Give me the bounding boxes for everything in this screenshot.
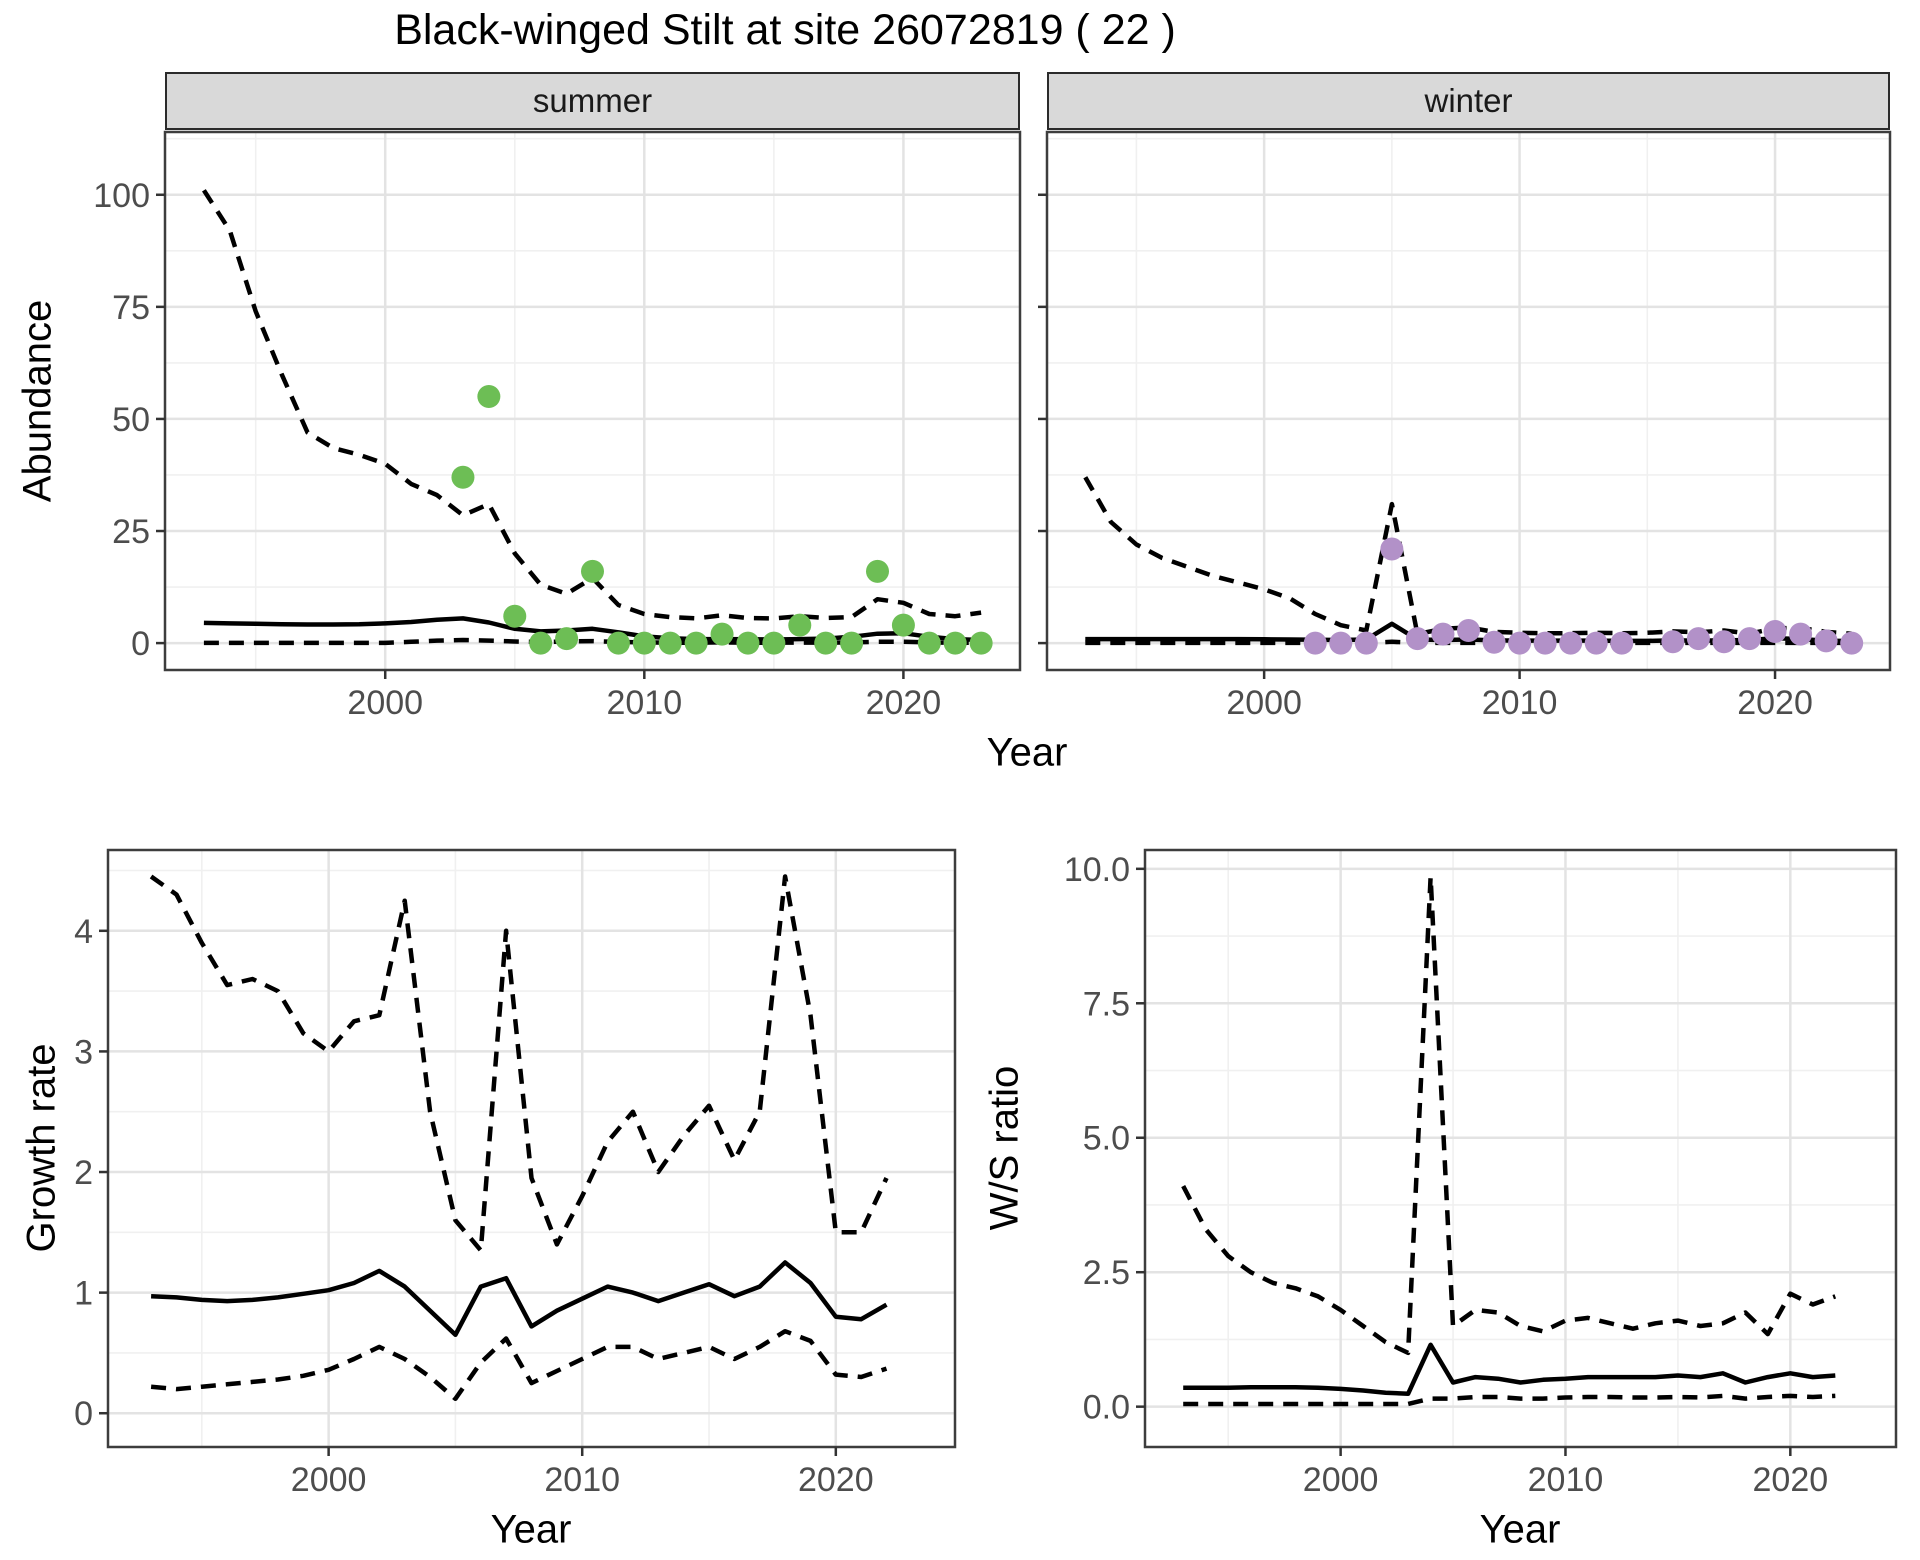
ws-ratio-upper-95ci-line — [1181, 874, 1837, 1356]
y-tick-label: 75 — [112, 289, 150, 327]
y-tick-label: 0 — [131, 625, 150, 663]
x-tick-label: 2020 — [866, 684, 942, 722]
data-point — [891, 613, 915, 637]
data-point — [1533, 631, 1557, 655]
ws-ratio-mean-line — [1183, 1342, 1836, 1397]
x-tick-label: 2000 — [1303, 1461, 1379, 1499]
data-point — [866, 559, 889, 583]
y-tick-label: 0.0 — [1083, 1389, 1130, 1427]
growth-rate-panel: 2000 2010 2020 0 1 2 3 4 — [74, 848, 957, 1499]
observed-counts-summer — [451, 385, 993, 655]
y-tick-label: 4 — [74, 913, 93, 951]
y-tick-label: 50 — [112, 401, 150, 439]
x-tick-label: 2020 — [1737, 684, 1813, 722]
data-point — [917, 631, 941, 655]
data-point — [1686, 627, 1710, 651]
abundance-summer-mean-line — [203, 616, 982, 643]
data-point — [1380, 537, 1404, 561]
y-tick-label: 25 — [112, 513, 150, 551]
data-point — [1661, 630, 1685, 654]
axis-title-year-ws: Year — [1479, 1507, 1561, 1552]
abundance-winter-upper-95ci-line — [1083, 476, 1852, 637]
x-tick-label: 2010 — [544, 1461, 620, 1499]
y-tick-label: 100 — [93, 177, 150, 215]
y-tick-label: 7.5 — [1083, 985, 1130, 1023]
data-point — [1457, 619, 1480, 643]
axis-title-year-top: Year — [986, 730, 1068, 775]
data-point — [762, 631, 786, 655]
data-point — [632, 631, 656, 655]
y-tick-label: 2 — [74, 1154, 93, 1192]
data-point — [840, 631, 864, 655]
growth-rate-upper-95ci-line — [149, 874, 889, 1253]
axis-title-year-growth: Year — [490, 1507, 572, 1552]
data-point — [529, 631, 553, 655]
ws-ratio-lower-95ci-line — [1183, 1393, 1836, 1407]
growth-rate-mean-line — [150, 1260, 888, 1338]
data-point — [1789, 622, 1813, 646]
data-point — [1431, 622, 1455, 646]
growth-rate-lower-95ci-line — [150, 1328, 888, 1402]
ws-ratio-border — [1143, 848, 1898, 1449]
ws-ratio-panel: 2000 2010 2020 0.0 2.5 5.0 7.5 10.0 — [1064, 848, 1898, 1499]
data-point — [555, 627, 579, 651]
x-tick-label: 2020 — [798, 1461, 874, 1499]
facet-label-summer: summer — [532, 82, 653, 119]
data-point — [1482, 630, 1506, 654]
data-point — [606, 631, 630, 655]
data-point — [1814, 629, 1838, 653]
y-tick-label: 5.0 — [1083, 1120, 1130, 1158]
abundance-winter-border — [1045, 130, 1892, 672]
data-point — [477, 385, 501, 409]
data-point — [1508, 631, 1532, 655]
data-point — [581, 559, 604, 583]
x-tick-label: 2020 — [1753, 1461, 1829, 1499]
data-point — [658, 631, 682, 655]
data-point — [1354, 631, 1378, 655]
data-point — [1405, 627, 1429, 651]
y-tick-label: 10.0 — [1064, 851, 1130, 889]
data-point — [1840, 631, 1864, 655]
facet-strip-summer: summer — [165, 72, 1020, 130]
abundance-summer-border — [163, 130, 1022, 672]
data-point — [814, 631, 838, 655]
abundance-summer-panel: 2000 2010 2020 0 25 50 75 100 — [93, 130, 1022, 722]
figure-title: Black-winged Stilt at site 26072819 ( 22… — [394, 6, 1176, 54]
data-point — [1559, 631, 1583, 655]
x-tick-label: 2010 — [1482, 684, 1558, 722]
x-tick-label: 2010 — [1528, 1461, 1604, 1499]
data-point — [451, 465, 475, 489]
data-point — [503, 604, 527, 628]
x-tick-label: 2000 — [1226, 684, 1302, 722]
data-point — [1329, 631, 1353, 655]
data-point — [788, 613, 812, 637]
y-tick-label: 0 — [74, 1395, 93, 1433]
x-tick-label: 2000 — [291, 1461, 367, 1499]
y-tick-label: 2.5 — [1083, 1254, 1130, 1292]
x-tick-label: 2000 — [347, 684, 423, 722]
data-point — [1763, 619, 1787, 643]
data-point — [1738, 627, 1761, 651]
data-point — [969, 631, 993, 655]
y-tick-label: 1 — [74, 1275, 93, 1313]
y-tick-label: 3 — [74, 1033, 93, 1071]
data-point — [943, 631, 967, 655]
abundance-summer-lower-95ci-line — [203, 637, 982, 646]
growth-rate-border — [106, 848, 957, 1449]
data-point — [1712, 630, 1736, 654]
abundance-winter-panel: 2000 2010 2020 — [1038, 130, 1892, 722]
facet-strip-winter: winter — [1047, 72, 1890, 130]
facet-label-winter: winter — [1424, 82, 1513, 119]
observed-counts-winter — [1303, 537, 1864, 655]
data-point — [1584, 631, 1608, 655]
x-tick-label: 2010 — [606, 684, 682, 722]
data-point — [736, 631, 760, 655]
data-point — [684, 631, 708, 655]
data-point — [1610, 631, 1634, 655]
data-point — [1303, 631, 1327, 655]
abundance-summer-upper-95ci-line — [202, 189, 982, 621]
data-point — [710, 622, 734, 646]
